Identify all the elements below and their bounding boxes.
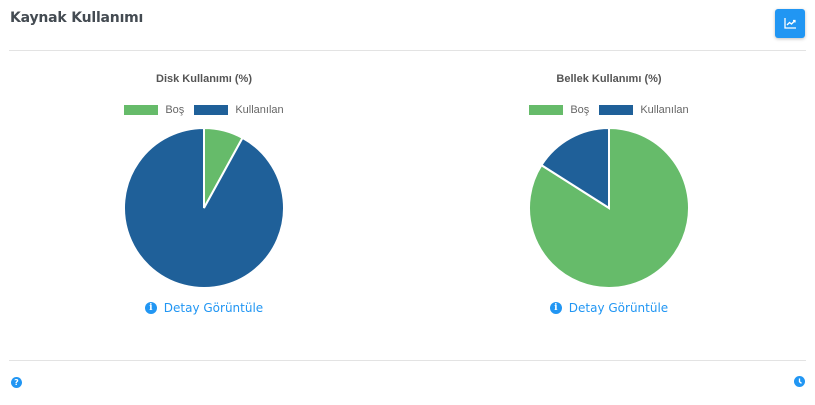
legend-swatch-used [194, 105, 229, 115]
pie-slice-used[interactable] [123, 127, 285, 289]
chart-view-button[interactable] [775, 9, 805, 38]
disk-usage-panel: Disk Kullanımı (%) Boş Kullanılan i Deta… [94, 60, 314, 330]
memory-detail-label: Detay Görüntüle [568, 301, 669, 315]
legend-item-used[interactable]: Kullanılan [599, 104, 689, 116]
info-icon: i [144, 302, 157, 314]
legend-item-free[interactable]: Boş [124, 104, 184, 116]
legend-swatch-free [529, 105, 564, 115]
legend-item-used[interactable]: Kullanılan [194, 104, 284, 116]
legend-label-used: Kullanılan [235, 104, 284, 116]
memory-chart-title: Bellek Kullanımı (%) [556, 73, 662, 85]
legend-swatch-used [599, 105, 634, 115]
footer-divider [9, 360, 806, 361]
question-circle-icon[interactable]: ? [11, 377, 22, 388]
info-icon: i [549, 302, 562, 314]
disk-pie-chart[interactable] [123, 127, 285, 289]
memory-pie-chart[interactable] [528, 127, 690, 289]
card-header: Kaynak Kullanımı [0, 0, 815, 50]
pie-slice-used[interactable] [540, 127, 610, 210]
page-title: Kaynak Kullanımı [10, 10, 144, 26]
header-divider [9, 50, 806, 51]
memory-usage-panel: Bellek Kullanımı (%) Boş Kullanılan i De… [499, 60, 719, 330]
disk-chart-legend: Boş Kullanılan [94, 104, 314, 116]
legend-item-free[interactable]: Boş [529, 104, 589, 116]
memory-chart-legend: Boş Kullanılan [499, 104, 719, 116]
legend-label-free: Boş [165, 104, 185, 116]
clock-icon[interactable] [794, 376, 805, 387]
chart-line-icon [783, 18, 796, 29]
memory-detail-link[interactable]: i Detay Görüntüle [499, 301, 719, 315]
disk-detail-link[interactable]: i Detay Görüntüle [94, 301, 314, 315]
disk-chart-title: Disk Kullanımı (%) [156, 73, 252, 85]
legend-swatch-free [124, 105, 159, 115]
legend-label-free: Boş [570, 104, 590, 116]
legend-label-used: Kullanılan [640, 104, 689, 116]
disk-detail-label: Detay Görüntüle [163, 301, 264, 315]
